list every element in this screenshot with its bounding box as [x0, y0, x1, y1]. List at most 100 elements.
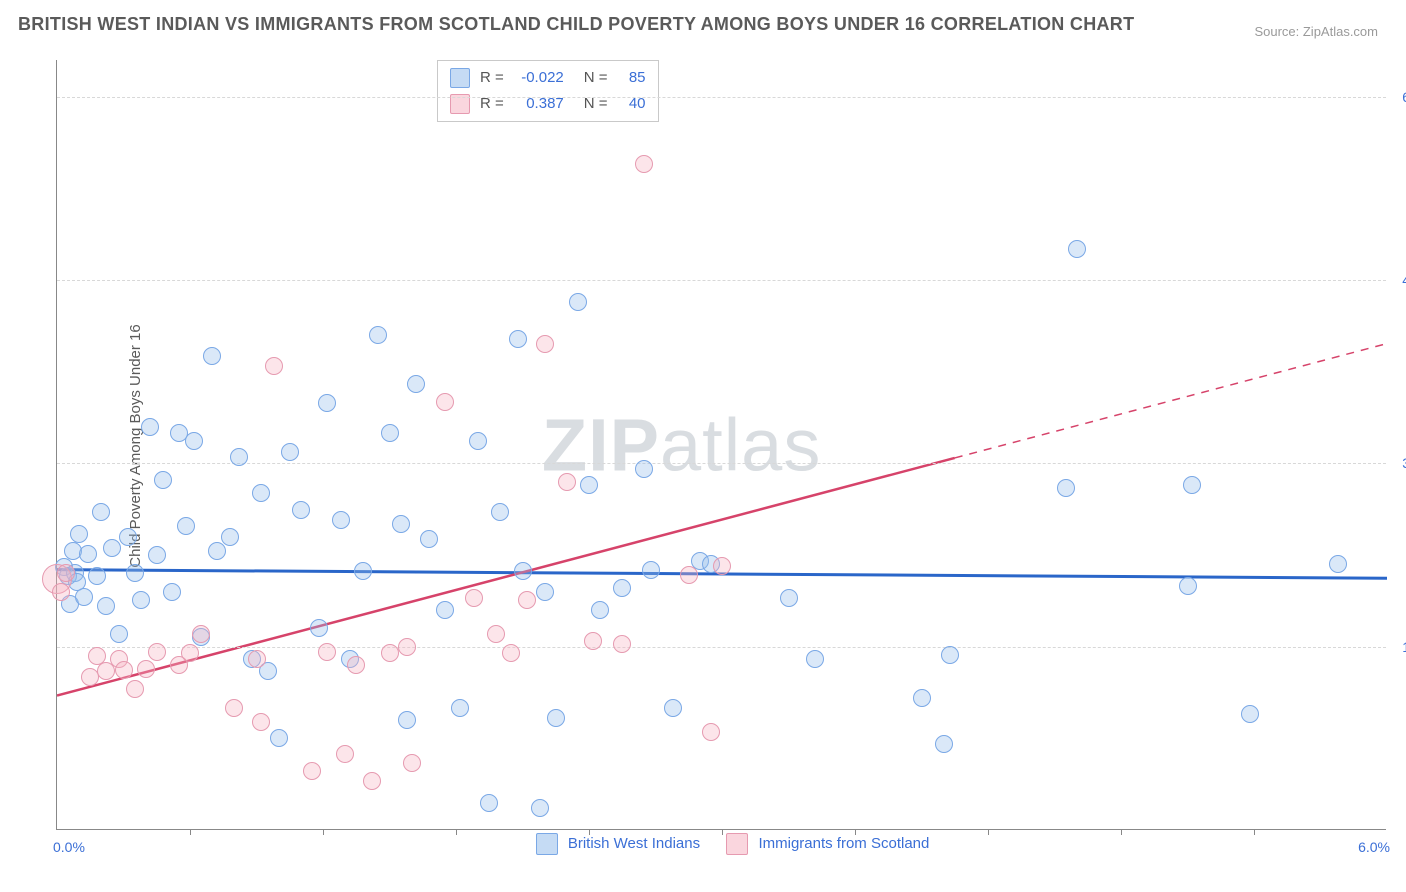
series2-point [265, 357, 283, 375]
series2-point [303, 762, 321, 780]
series1-point [208, 542, 226, 560]
series1-point [332, 511, 350, 529]
series1-point [163, 583, 181, 601]
series2-point [115, 661, 133, 679]
series2-point [381, 644, 399, 662]
series1-point [252, 484, 270, 502]
n-label: N = [584, 91, 608, 117]
series2-point [403, 754, 421, 772]
series2-r-value: 0.387 [510, 91, 564, 117]
series1-point [381, 424, 399, 442]
series2-point [536, 335, 554, 353]
series2-point [502, 644, 520, 662]
series1-point [509, 330, 527, 348]
series1-point [392, 515, 410, 533]
series1-point [780, 589, 798, 607]
bottom-legend: British West Indians Immigrants from Sco… [57, 833, 1386, 855]
series2-point [465, 589, 483, 607]
series1-point [154, 471, 172, 489]
series1-point [221, 528, 239, 546]
x-tick-mark [589, 829, 590, 835]
n-label: N = [584, 65, 608, 91]
series1-point [436, 601, 454, 619]
series1-point [491, 503, 509, 521]
series2-point [225, 699, 243, 717]
x-max-label: 6.0% [1358, 839, 1390, 855]
stats-legend-box: R = -0.022 N = 85 R = 0.387 N = 40 [437, 60, 659, 122]
series1-point [177, 517, 195, 535]
series1-point [451, 699, 469, 717]
series1-point [369, 326, 387, 344]
series1-point [141, 418, 159, 436]
chart-container: BRITISH WEST INDIAN VS IMMIGRANTS FROM S… [0, 0, 1406, 892]
series1-point [531, 799, 549, 817]
series2-point [336, 745, 354, 763]
series1-point [580, 476, 598, 494]
gridline [57, 463, 1386, 464]
series1-point [1179, 577, 1197, 595]
series1-point [913, 689, 931, 707]
y-tick-label: 60.0% [1392, 89, 1406, 105]
series1-point [642, 561, 660, 579]
stats-row: R = -0.022 N = 85 [450, 65, 646, 91]
series1-point [398, 711, 416, 729]
series2-point [52, 583, 70, 601]
series2-point [584, 632, 602, 650]
series1-point [480, 794, 498, 812]
x-tick-mark [1121, 829, 1122, 835]
series1-point [935, 735, 953, 753]
series1-point [310, 619, 328, 637]
series1-point [1057, 479, 1075, 497]
r-label: R = [480, 65, 504, 91]
r-label: R = [480, 91, 504, 117]
series1-point [420, 530, 438, 548]
series2-swatch-icon [726, 833, 748, 855]
series2-point [613, 635, 631, 653]
series1-point [806, 650, 824, 668]
series1-point [1241, 705, 1259, 723]
series1-point [1183, 476, 1201, 494]
series2-point [680, 566, 698, 584]
series2-point [398, 638, 416, 656]
series1-point [281, 443, 299, 461]
series1-point [547, 709, 565, 727]
x-tick-mark [323, 829, 324, 835]
watermark-rest: atlas [660, 403, 821, 486]
series1-legend-label: British West Indians [568, 835, 700, 852]
series2-point [248, 650, 266, 668]
series1-point [270, 729, 288, 747]
series1-point [292, 501, 310, 519]
series1-point [591, 601, 609, 619]
series2-point [57, 564, 75, 582]
series1-point [97, 597, 115, 615]
series1-point [354, 562, 372, 580]
series2-point [713, 557, 731, 575]
series1-point [407, 375, 425, 393]
y-tick-label: 45.0% [1392, 272, 1406, 288]
page-title: BRITISH WEST INDIAN VS IMMIGRANTS FROM S… [18, 14, 1134, 35]
series1-point [941, 646, 959, 664]
series2-point [252, 713, 270, 731]
source-prefix: Source: [1254, 24, 1302, 39]
series1-point [613, 579, 631, 597]
series1-point [88, 567, 106, 585]
series1-point [119, 528, 137, 546]
series1-point [664, 699, 682, 717]
series1-point [92, 503, 110, 521]
y-tick-label: 30.0% [1392, 455, 1406, 471]
series1-point [110, 625, 128, 643]
series2-legend-label: Immigrants from Scotland [758, 835, 929, 852]
series1-point [126, 564, 144, 582]
series1-swatch-icon [536, 833, 558, 855]
series2-point [518, 591, 536, 609]
series1-point [230, 448, 248, 466]
source-name: ZipAtlas.com [1303, 24, 1378, 39]
y-tick-label: 15.0% [1392, 639, 1406, 655]
series2-n-value: 40 [614, 91, 646, 117]
series1-point [79, 545, 97, 563]
series1-point [75, 588, 93, 606]
series2-point [635, 155, 653, 173]
series1-point [103, 539, 121, 557]
series2-point [487, 625, 505, 643]
series2-point [558, 473, 576, 491]
